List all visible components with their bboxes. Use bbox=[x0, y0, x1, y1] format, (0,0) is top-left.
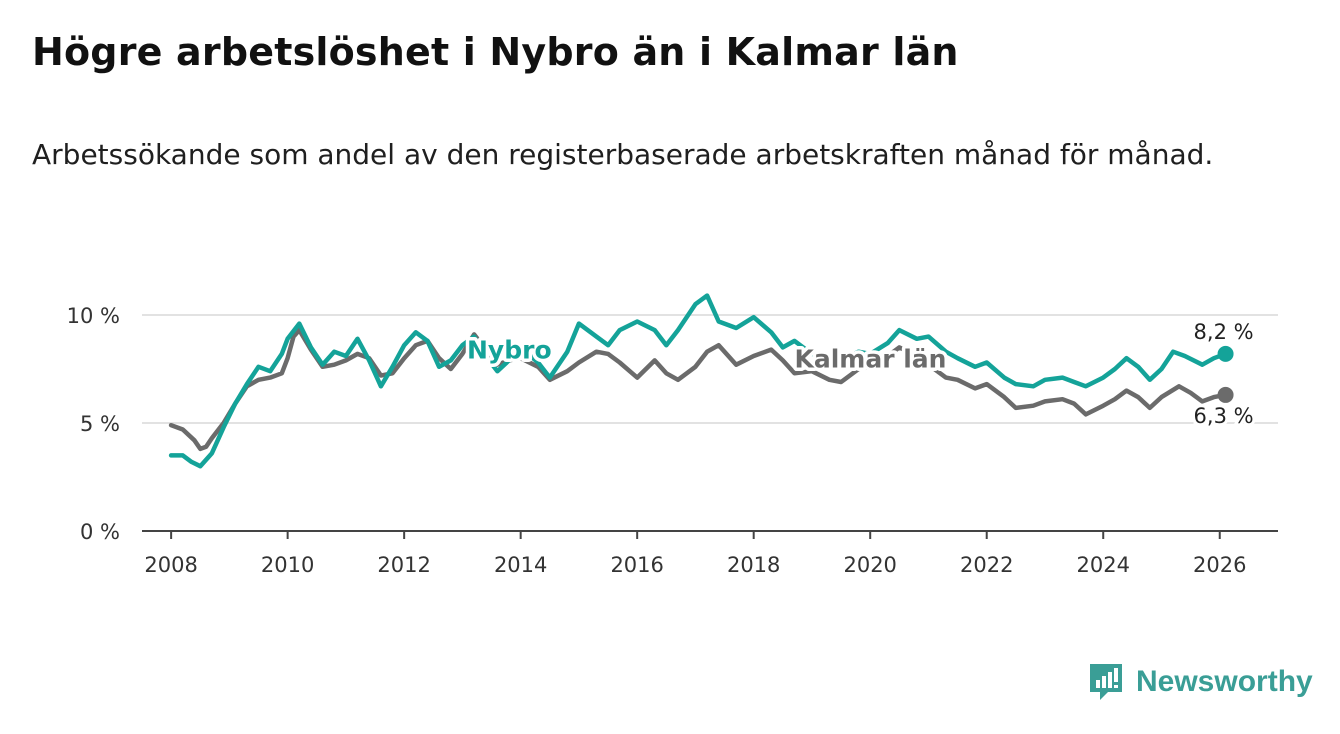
newsworthy-logo-icon bbox=[1090, 664, 1122, 700]
y-tick-label: 10 % bbox=[67, 304, 120, 328]
x-tick-label: 2008 bbox=[144, 553, 197, 577]
x-tick-label: 2010 bbox=[261, 553, 314, 577]
x-tick-label: 2022 bbox=[960, 553, 1013, 577]
x-tick-label: 2018 bbox=[727, 553, 780, 577]
series-end-label: 8,2 % bbox=[1194, 320, 1254, 344]
chart-title: Högre arbetslöshet i Nybro än i Kalmar l… bbox=[32, 30, 959, 74]
series-label: Nybro bbox=[467, 335, 552, 364]
chart-subtitle: Arbetssökande som andel av den registerb… bbox=[32, 138, 1214, 171]
x-tick-label: 2014 bbox=[494, 553, 547, 577]
series-end-point bbox=[1217, 345, 1234, 362]
series-end-point bbox=[1217, 386, 1234, 403]
x-tick-label: 2024 bbox=[1077, 553, 1130, 577]
y-tick-label: 0 % bbox=[80, 520, 120, 544]
x-tick-label: 2026 bbox=[1193, 553, 1246, 577]
x-tick-label: 2020 bbox=[843, 553, 896, 577]
brand-name: Newsworthy bbox=[1136, 665, 1313, 698]
y-tick-label: 5 % bbox=[80, 412, 120, 436]
x-tick-label: 2012 bbox=[377, 553, 430, 577]
newsworthy-logo[interactable]: Newsworthy bbox=[1088, 660, 1313, 704]
x-tick-label: 2016 bbox=[610, 553, 663, 577]
series-label: Kalmar län bbox=[794, 344, 946, 373]
series-line-nybro bbox=[168, 293, 1228, 469]
series-line-kalmar-län bbox=[168, 327, 1228, 452]
series-end-label: 6,3 % bbox=[1194, 404, 1254, 428]
